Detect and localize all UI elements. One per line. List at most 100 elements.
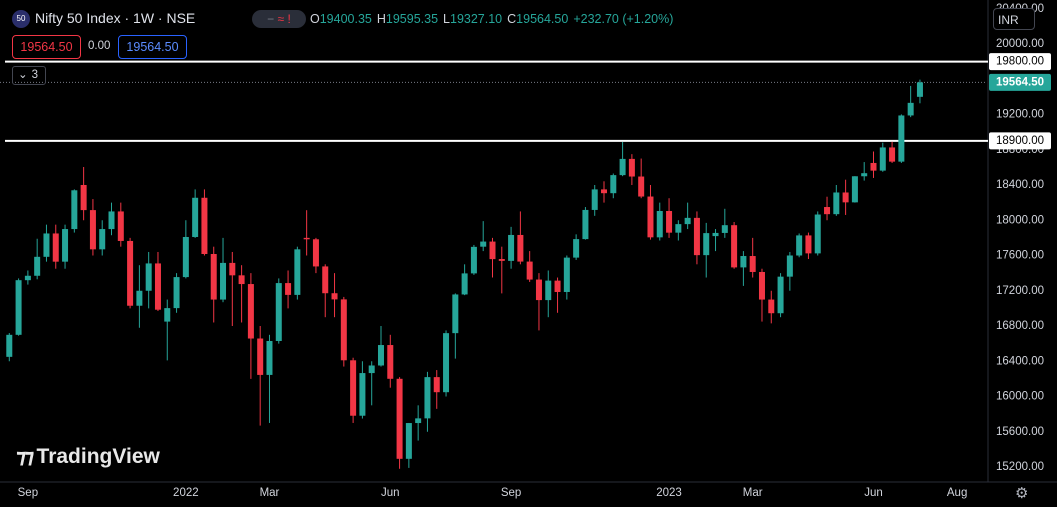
candle-body bbox=[136, 290, 143, 306]
candle-body bbox=[127, 240, 134, 306]
ohlc-value: 19595.35 bbox=[385, 12, 439, 26]
settings-gear[interactable]: ⚙ bbox=[1015, 485, 1029, 502]
candle-body bbox=[786, 255, 793, 277]
line-price-box bbox=[989, 132, 1051, 150]
candle-body bbox=[294, 249, 301, 295]
y-tick-label: 16400.00 bbox=[996, 355, 1044, 367]
y-tick-label: 15600.00 bbox=[996, 426, 1044, 438]
candle-body bbox=[34, 256, 41, 276]
ohlc-label: C bbox=[507, 12, 517, 26]
candle-body bbox=[238, 275, 245, 285]
line-price-box bbox=[989, 53, 1051, 71]
candle-body bbox=[731, 225, 738, 268]
candle-body bbox=[554, 280, 561, 292]
candle-body bbox=[749, 256, 756, 272]
currency-button[interactable]: INR bbox=[993, 8, 1035, 30]
candle-body bbox=[721, 225, 728, 233]
candle-body bbox=[498, 259, 505, 261]
candle-body bbox=[647, 196, 654, 238]
candle-body bbox=[842, 192, 849, 203]
x-tick-label: 2022 bbox=[173, 487, 199, 499]
candle-body bbox=[898, 115, 905, 162]
indicators-count: 3 bbox=[31, 69, 39, 81]
candle-body bbox=[192, 197, 199, 237]
last-price-box bbox=[989, 73, 1051, 91]
candle-body bbox=[312, 239, 319, 267]
y-tick-label: 16000.00 bbox=[996, 391, 1044, 403]
candle-body bbox=[703, 233, 710, 256]
candle-body bbox=[619, 158, 626, 176]
symbol-title[interactable]: Nifty 50 Index · 1W · NSE bbox=[35, 10, 196, 26]
ohlc-label: L bbox=[443, 12, 450, 26]
y-tick-label: 16800.00 bbox=[996, 320, 1044, 332]
indicators-toggle[interactable]: ⌄ 3 bbox=[12, 66, 46, 85]
candle-body bbox=[758, 271, 765, 300]
candle-body bbox=[201, 197, 208, 254]
candle-body bbox=[814, 214, 821, 254]
candle-body bbox=[582, 209, 589, 240]
candle-body bbox=[489, 241, 496, 260]
candle-body bbox=[229, 262, 236, 276]
ohlc-value: 19564.50 bbox=[516, 12, 569, 26]
candle-body bbox=[861, 173, 868, 177]
candle-body bbox=[712, 232, 719, 237]
watermark-text: TradingView bbox=[36, 445, 160, 468]
candle-body bbox=[601, 189, 608, 194]
candle-body bbox=[628, 158, 635, 177]
candle-body bbox=[470, 246, 477, 274]
candle-body bbox=[433, 377, 440, 393]
y-tick-label: 17200.00 bbox=[996, 285, 1044, 297]
candle-body bbox=[415, 418, 422, 424]
candle-body bbox=[638, 176, 645, 197]
ohlc-label: H bbox=[376, 12, 386, 26]
candle-body bbox=[164, 308, 171, 322]
candle-body bbox=[545, 280, 552, 301]
candle-body bbox=[80, 184, 87, 211]
buy-button[interactable]: 19564.50 bbox=[118, 35, 187, 59]
candle-body bbox=[656, 210, 663, 238]
candle-body bbox=[117, 211, 124, 241]
candle-body bbox=[266, 340, 273, 375]
candle-body bbox=[517, 234, 524, 262]
y-tick-label: 17600.00 bbox=[996, 250, 1044, 262]
candle-body bbox=[15, 280, 22, 335]
candle-body bbox=[452, 294, 459, 334]
x-tick-label: Mar bbox=[260, 487, 280, 499]
x-tick-label: Mar bbox=[743, 487, 763, 499]
candle-body bbox=[777, 276, 784, 314]
candle-body bbox=[396, 378, 403, 459]
y-tick-label: 18400.00 bbox=[996, 179, 1044, 191]
candle-body bbox=[6, 334, 13, 357]
ohlc-label: O bbox=[310, 12, 320, 26]
candle-body bbox=[43, 233, 50, 257]
candle-body bbox=[916, 82, 923, 97]
y-tick-label: 18000.00 bbox=[996, 214, 1044, 226]
x-tick-label: Sep bbox=[501, 487, 521, 499]
candle-body bbox=[108, 211, 115, 230]
sell-button[interactable]: 19564.50 bbox=[12, 35, 81, 59]
candle-body bbox=[424, 377, 431, 419]
candle-body bbox=[99, 229, 106, 250]
candle-body bbox=[173, 277, 180, 309]
candle-body bbox=[368, 365, 375, 374]
candle-body bbox=[275, 283, 282, 341]
candle-body bbox=[377, 345, 384, 366]
candle-body bbox=[257, 338, 264, 375]
last-price-label: 19564.50 bbox=[996, 76, 1044, 88]
candle-body bbox=[461, 273, 468, 295]
candle-body bbox=[535, 279, 542, 301]
spread: 0.00 bbox=[88, 40, 111, 52]
symbol-badge[interactable]: 50 bbox=[12, 10, 30, 28]
y-tick-label: 20000.00 bbox=[996, 38, 1044, 50]
candle-body bbox=[805, 235, 812, 254]
candle-body bbox=[693, 217, 700, 256]
candle-body bbox=[405, 423, 412, 459]
ohlc-value: 19327.10 bbox=[450, 12, 503, 26]
candle-body bbox=[666, 210, 673, 233]
candle-body bbox=[591, 189, 598, 210]
candle-body bbox=[684, 217, 691, 225]
line-price-label: 19800.00 bbox=[996, 56, 1044, 68]
candle-body bbox=[285, 283, 292, 295]
candle-body bbox=[740, 256, 747, 268]
candle-body bbox=[350, 360, 357, 416]
